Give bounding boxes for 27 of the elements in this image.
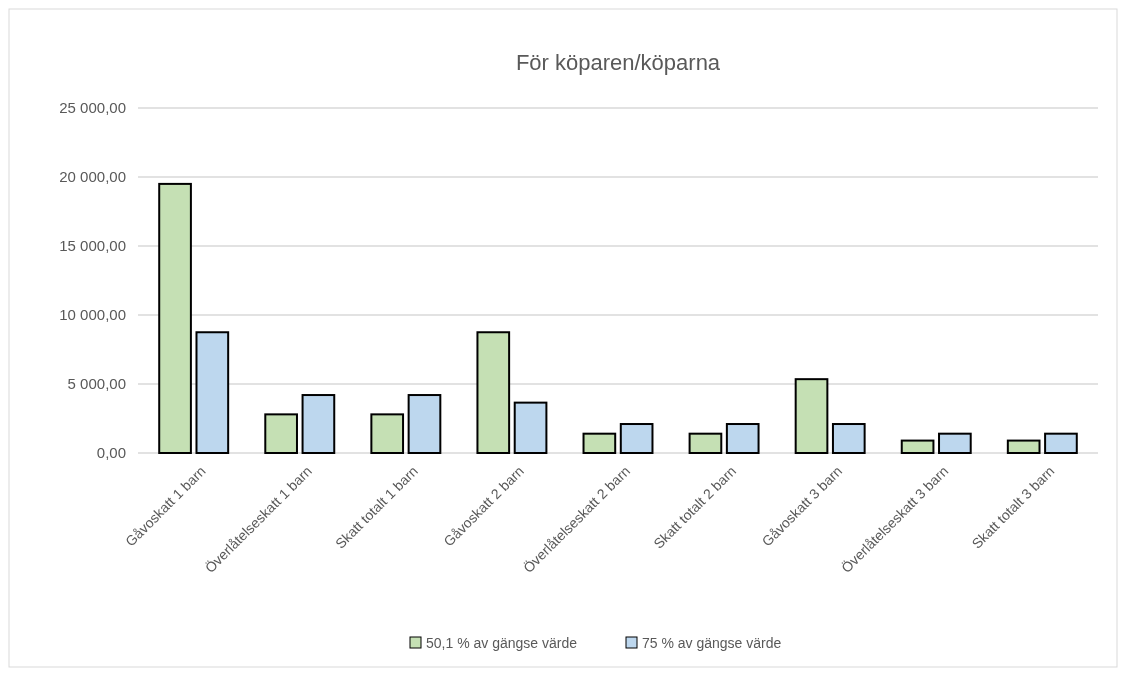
bar xyxy=(725,423,760,454)
bar xyxy=(831,423,866,454)
bar xyxy=(195,331,230,454)
y-tick-label: 0,00 xyxy=(96,444,126,462)
y-tick-label: 15 000,00 xyxy=(59,237,126,255)
bar xyxy=(582,432,617,454)
bar xyxy=(794,378,829,454)
bar xyxy=(900,439,935,454)
bar xyxy=(301,394,336,454)
y-tick-label: 25 000,00 xyxy=(59,99,126,117)
y-tick-label: 20 000,00 xyxy=(59,168,126,186)
y-tick-label: 5 000,00 xyxy=(67,375,126,393)
bar xyxy=(407,394,442,454)
legend-label: 50,1 % av gängse värde xyxy=(426,634,578,651)
chart-title: För köparen/köparna xyxy=(515,50,721,75)
bar xyxy=(264,413,298,454)
bar xyxy=(938,432,972,454)
legend-label: 75 % av gängse värde xyxy=(642,634,782,651)
bar xyxy=(476,331,511,454)
bar xyxy=(370,413,405,454)
bar xyxy=(513,401,548,454)
bar xyxy=(688,432,723,454)
bar xyxy=(1006,439,1041,454)
bar xyxy=(158,182,192,454)
y-tick-label: 10 000,00 xyxy=(59,306,126,324)
bar xyxy=(1044,432,1078,454)
bar xyxy=(619,423,654,454)
